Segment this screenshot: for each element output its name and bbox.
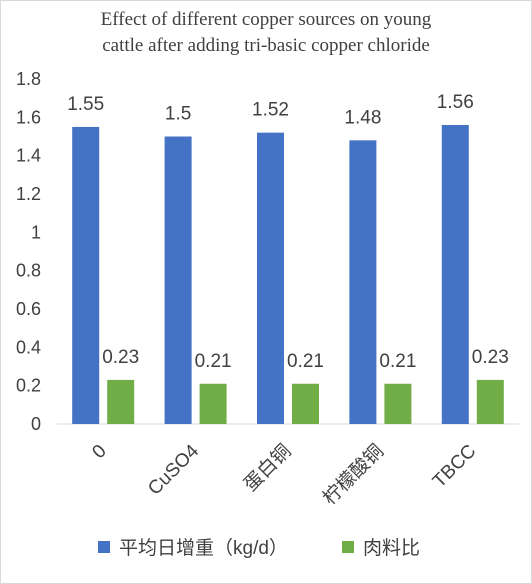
bar-daily-gain bbox=[257, 132, 284, 424]
y-tick-label: 0.8 bbox=[16, 261, 41, 281]
bar-daily-gain bbox=[72, 126, 100, 425]
legend: 平均日增重（kg/d） 肉料比 bbox=[98, 537, 420, 559]
y-axis: 0 0.2 0.4 0.6 0.8 1 1.2 1.4 1.6 1.8 bbox=[16, 69, 41, 434]
bar-daily-gain bbox=[441, 125, 469, 424]
data-label-daily-gain: 1.48 bbox=[344, 107, 381, 128]
y-tick-label: 1 bbox=[31, 222, 41, 242]
bar-daily-gain bbox=[349, 140, 377, 425]
y-tick-label: 1.4 bbox=[16, 146, 41, 166]
legend-swatch-meat-feed-ratio bbox=[342, 541, 354, 553]
y-tick-label: 0.6 bbox=[16, 299, 41, 319]
x-axis: 0 CuSO4 蛋白铜 柠檬酸铜 TBCC bbox=[57, 423, 519, 509]
data-label-daily-gain: 1.52 bbox=[252, 100, 289, 121]
data-label-meat-feed-ratio: 0.23 bbox=[472, 347, 509, 368]
y-tick-label: 0.4 bbox=[16, 337, 41, 357]
chart-title: Effect of different copper sources on yo… bbox=[101, 9, 432, 56]
y-tick-label: 1.6 bbox=[16, 107, 41, 127]
data-label-daily-gain: 1.55 bbox=[67, 94, 104, 115]
bar-meat-feed-ratio bbox=[107, 379, 135, 424]
data-label-daily-gain: 1.5 bbox=[165, 104, 191, 125]
chart-title-line-2: cattle after adding tri-basic copper chl… bbox=[102, 35, 430, 56]
bar-meat-feed-ratio bbox=[292, 383, 319, 424]
chart-title-line-1: Effect of different copper sources on yo… bbox=[101, 9, 432, 30]
y-tick-label: 0.2 bbox=[16, 376, 41, 396]
data-label-meat-feed-ratio: 0.21 bbox=[287, 351, 324, 372]
bars bbox=[72, 125, 504, 425]
x-tick-label: 蛋白铜 bbox=[240, 440, 296, 496]
data-label-meat-feed-ratio: 0.21 bbox=[195, 351, 232, 372]
y-tick-label: 1.2 bbox=[16, 184, 41, 204]
data-label-meat-feed-ratio: 0.21 bbox=[379, 351, 416, 372]
data-labels: 1.55 0.23 1.5 0.21 1.52 0.21 1.48 0.21 1.56 0.23 bbox=[67, 92, 509, 372]
bar-meat-feed-ratio bbox=[199, 383, 227, 424]
data-label-meat-feed-ratio: 0.23 bbox=[102, 347, 139, 368]
x-tick-label: 0 bbox=[88, 441, 110, 463]
legend-label-daily-gain: 平均日增重（kg/d） bbox=[119, 537, 288, 559]
bar-meat-feed-ratio bbox=[476, 379, 504, 424]
y-tick-label: 0 bbox=[31, 414, 41, 434]
x-tick-label: TBCC bbox=[429, 441, 480, 492]
legend-swatch-daily-gain bbox=[98, 541, 110, 553]
x-tick-label: 柠檬酸铜 bbox=[319, 440, 388, 509]
legend-label-meat-feed-ratio: 肉料比 bbox=[363, 537, 420, 559]
bar-daily-gain bbox=[164, 136, 192, 424]
bar-meat-feed-ratio bbox=[384, 383, 412, 424]
y-tick-label: 1.8 bbox=[16, 69, 41, 89]
data-label-daily-gain: 1.56 bbox=[437, 92, 474, 113]
x-tick-label: CuSO4 bbox=[144, 440, 203, 499]
